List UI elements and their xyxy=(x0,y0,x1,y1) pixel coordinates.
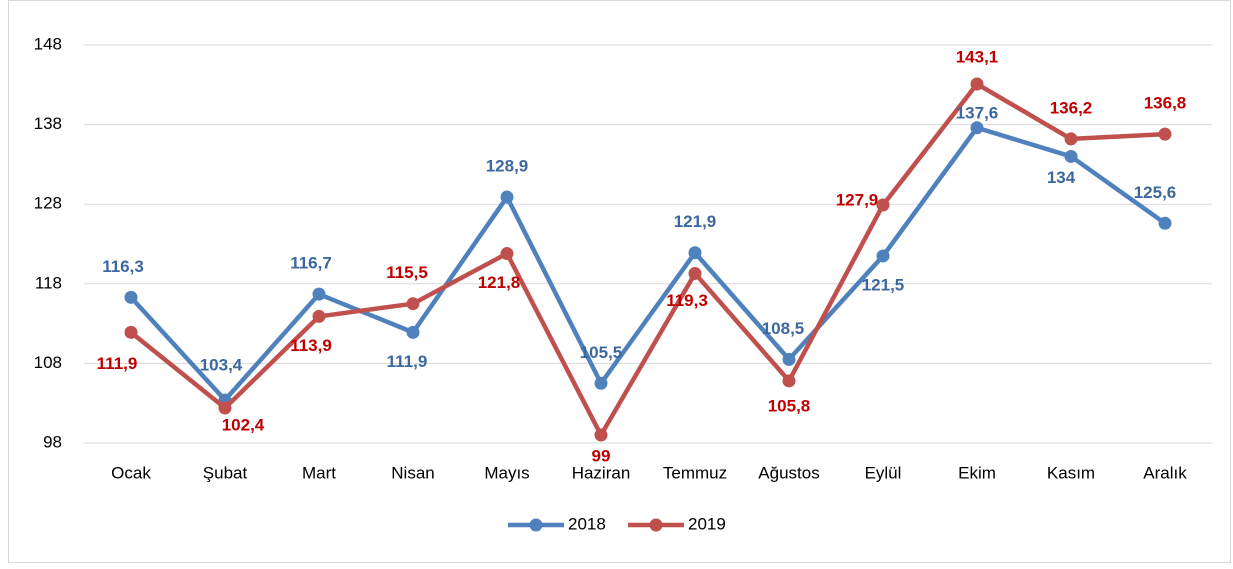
marker xyxy=(1064,149,1078,163)
marker xyxy=(1064,132,1078,146)
marker xyxy=(782,352,796,366)
marker xyxy=(1158,216,1172,230)
marker xyxy=(876,249,890,263)
marker xyxy=(594,428,608,442)
data-label: 108,5 xyxy=(762,319,805,338)
data-label: 103,4 xyxy=(200,356,243,375)
x-tick-label: Şubat xyxy=(203,463,248,482)
data-label: 127,9 xyxy=(836,190,879,209)
data-label: 113,9 xyxy=(290,336,332,355)
x-tick-label: Ekim xyxy=(958,463,996,482)
y-tick-label: 108 xyxy=(34,353,62,372)
x-tick-label: Aralık xyxy=(1143,463,1187,482)
data-label: 119,3 xyxy=(666,291,708,310)
x-tick-label: Kasım xyxy=(1047,463,1095,482)
marker xyxy=(406,297,420,311)
data-label: 116,7 xyxy=(290,254,332,273)
marker xyxy=(124,290,138,304)
marker xyxy=(688,266,702,280)
data-label: 136,2 xyxy=(1050,98,1093,117)
y-tick-label: 138 xyxy=(34,114,62,133)
marker xyxy=(782,374,796,388)
data-label: 125,6 xyxy=(1134,183,1177,202)
marker xyxy=(406,325,420,339)
marker xyxy=(1158,127,1172,141)
marker xyxy=(218,401,232,415)
x-tick-label: Ocak xyxy=(111,463,151,482)
marker xyxy=(500,190,514,204)
legend-label: 2018 xyxy=(568,514,606,533)
data-label: 111,9 xyxy=(387,352,428,371)
data-label: 121,5 xyxy=(862,275,905,294)
x-tick-label: Mart xyxy=(302,463,336,482)
x-tick-label: Eylül xyxy=(865,463,902,482)
x-tick-label: Temmuz xyxy=(663,463,727,482)
data-label: 136,8 xyxy=(1144,94,1187,113)
data-label: 105,8 xyxy=(768,396,811,415)
marker xyxy=(312,309,326,323)
data-label: 134 xyxy=(1047,168,1076,187)
x-tick-label: Haziran xyxy=(572,463,631,482)
series-line xyxy=(129,81,1166,438)
y-tick-label: 98 xyxy=(43,432,62,451)
chart-border xyxy=(8,0,1231,563)
y-tick-label: 128 xyxy=(34,194,62,213)
marker xyxy=(124,325,138,339)
marker xyxy=(312,287,326,301)
marker xyxy=(594,376,608,390)
marker xyxy=(970,121,984,135)
data-label: 115,5 xyxy=(386,263,428,282)
series-line xyxy=(129,125,1167,403)
legend-label: 2019 xyxy=(688,514,726,533)
data-label: 121,8 xyxy=(478,273,521,292)
data-label: 121,9 xyxy=(674,212,717,231)
data-label: 111,9 xyxy=(97,354,138,373)
data-label: 99 xyxy=(592,447,611,466)
data-label: 116,3 xyxy=(102,257,144,276)
marker xyxy=(876,198,890,212)
data-label: 143,1 xyxy=(956,47,999,66)
marker xyxy=(688,246,702,260)
data-label: 137,6 xyxy=(956,103,999,122)
y-tick-label: 148 xyxy=(34,34,62,53)
marker xyxy=(500,247,514,261)
legend-marker xyxy=(649,518,663,532)
x-tick-label: Ağustos xyxy=(758,463,819,482)
y-tick-label: 118 xyxy=(35,273,62,292)
marker xyxy=(970,77,984,91)
legend-marker xyxy=(529,518,543,532)
data-label: 128,9 xyxy=(486,157,529,176)
data-label: 102,4 xyxy=(222,415,265,434)
x-tick-label: Mayıs xyxy=(484,463,529,482)
data-label: 105,5 xyxy=(580,343,623,362)
x-tick-label: Nisan xyxy=(391,463,434,482)
